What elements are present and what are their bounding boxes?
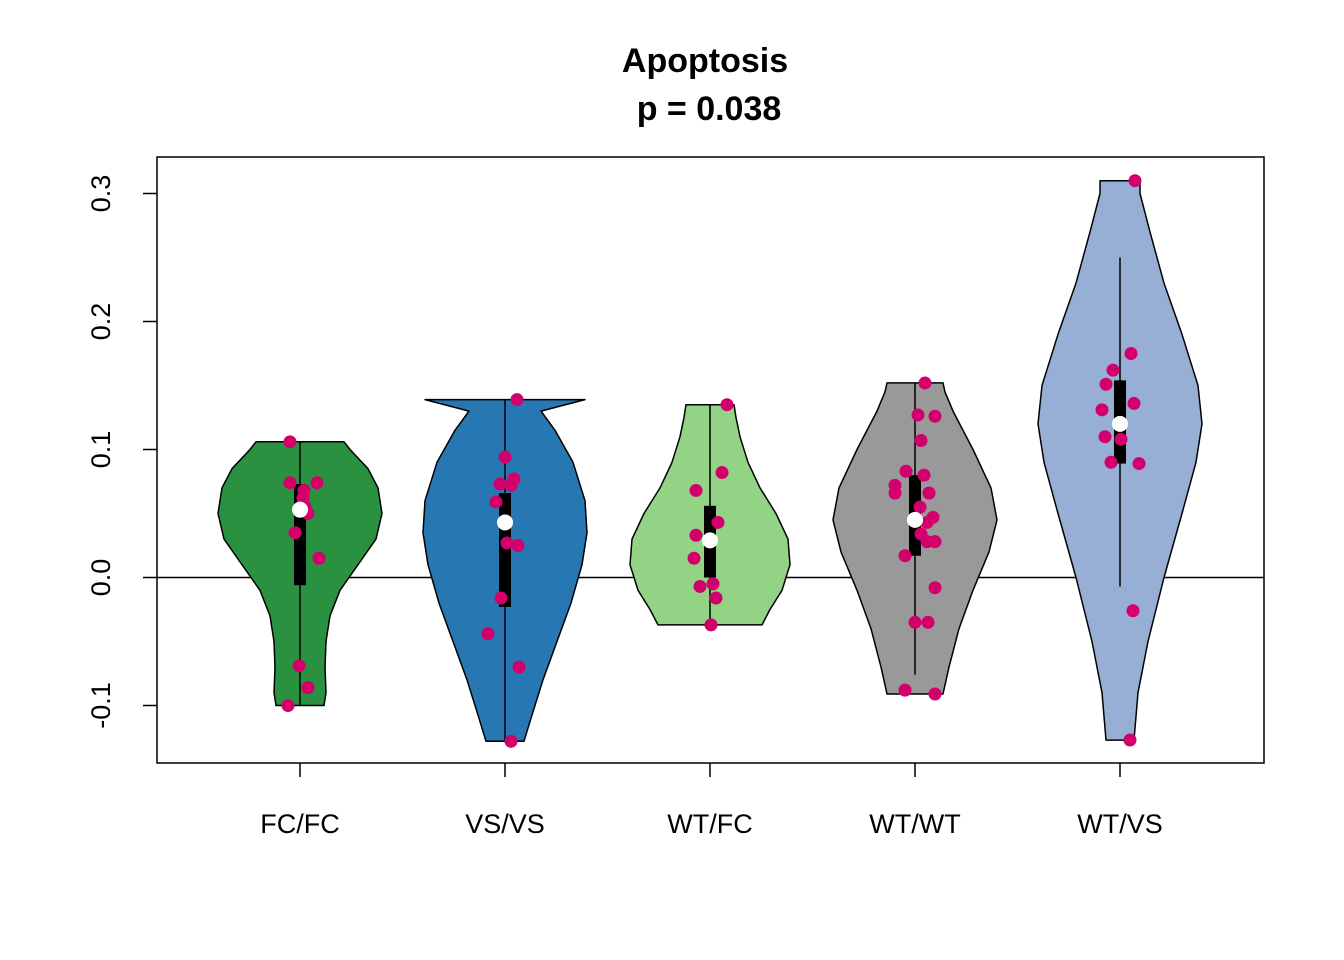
- data-point: [512, 660, 526, 674]
- data-point: [922, 486, 936, 500]
- data-point: [1128, 174, 1142, 188]
- data-point: [481, 627, 495, 641]
- median-marker: [292, 501, 308, 518]
- data-point: [511, 539, 525, 552]
- x-tick-label: FC/FC: [260, 809, 339, 839]
- y-tick-label: 0.0: [86, 559, 116, 597]
- x-tick-label: WT/VS: [1077, 809, 1163, 839]
- data-point: [1132, 457, 1146, 471]
- data-point: [928, 409, 942, 423]
- data-point: [928, 535, 942, 549]
- data-point: [711, 515, 725, 529]
- data-point: [500, 536, 514, 550]
- data-point: [715, 466, 729, 480]
- data-point: [928, 581, 942, 595]
- data-point: [281, 699, 295, 712]
- data-point: [510, 393, 524, 407]
- data-point: [312, 551, 326, 565]
- iqr-box: [499, 493, 511, 607]
- data-point: [687, 551, 701, 565]
- data-point: [310, 476, 324, 490]
- data-point: [914, 434, 928, 448]
- data-point: [283, 476, 297, 490]
- data-point: [693, 579, 707, 593]
- data-point: [288, 526, 302, 540]
- data-point: [1114, 432, 1128, 446]
- data-point: [292, 659, 306, 673]
- y-tick-label: -0.1: [86, 682, 116, 729]
- data-point: [498, 450, 512, 464]
- data-point: [1099, 377, 1113, 391]
- data-point: [489, 495, 503, 509]
- chart-title: Apoptosis: [622, 42, 788, 80]
- data-point: [493, 477, 507, 491]
- data-point: [898, 683, 912, 697]
- data-point: [283, 435, 297, 449]
- data-point: [1127, 396, 1141, 410]
- median-marker: [702, 532, 718, 549]
- y-tick-label: 0.1: [86, 431, 116, 469]
- x-tick-label: VS/VS: [465, 809, 545, 839]
- plot-area: -0.1 0.0 0.1 0.2 0.3 FC/FC VS/VS WT/FC WT/WT WT/V…: [86, 156, 1265, 839]
- data-point: [888, 486, 902, 500]
- data-point: [1098, 430, 1112, 444]
- data-point: [689, 483, 703, 497]
- data-point: [720, 398, 734, 412]
- data-point: [899, 464, 913, 478]
- data-point: [1106, 363, 1120, 377]
- data-point: [911, 408, 925, 422]
- data-point: [908, 615, 922, 629]
- median-marker: [497, 514, 513, 531]
- data-point: [704, 618, 718, 632]
- median-marker: [1112, 415, 1128, 432]
- x-tick-label: WT/FC: [667, 809, 752, 839]
- chart-subtitle: p = 0.038: [637, 90, 782, 128]
- data-point: [898, 549, 912, 563]
- data-point: [917, 468, 931, 482]
- data-point: [504, 478, 518, 492]
- data-point: [928, 687, 942, 701]
- median-marker: [907, 511, 923, 528]
- data-point: [1126, 604, 1140, 618]
- data-point: [706, 577, 720, 591]
- data-point: [913, 500, 927, 514]
- data-point: [918, 376, 932, 390]
- data-point: [494, 591, 508, 605]
- data-point: [689, 528, 703, 542]
- data-point: [504, 734, 518, 748]
- x-tick-label: WT/WT: [869, 809, 960, 839]
- y-tick-label: 0.2: [86, 303, 116, 341]
- data-point: [1123, 733, 1137, 747]
- y-tick-label: 0.3: [86, 175, 116, 213]
- data-point: [709, 591, 723, 605]
- data-point: [1095, 403, 1109, 417]
- data-point: [1104, 455, 1118, 469]
- data-point: [1124, 347, 1138, 360]
- data-point: [301, 681, 315, 695]
- data-point: [920, 515, 934, 529]
- data-point: [921, 615, 935, 629]
